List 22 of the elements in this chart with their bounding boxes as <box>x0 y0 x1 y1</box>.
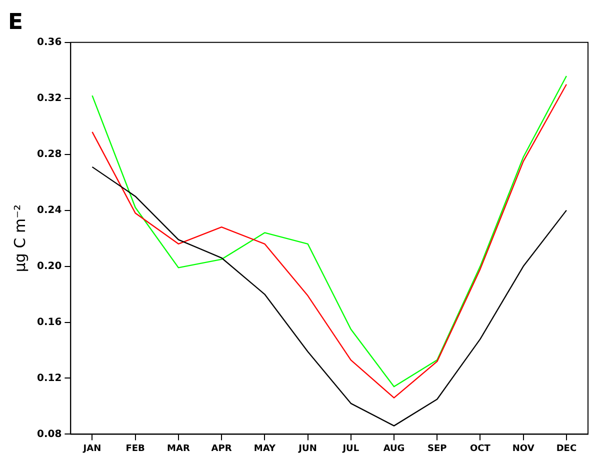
x-tick-label: MAR <box>167 444 190 454</box>
x-tick-label: AUG <box>383 444 405 454</box>
y-tick-label: 0.36 <box>36 36 62 48</box>
x-tick-label: DEC <box>556 444 577 454</box>
x-tick-label: MAY <box>254 444 276 454</box>
y-tick-label: 0.12 <box>36 372 62 384</box>
x-tick-label: JUL <box>342 444 360 454</box>
y-tick-label: 0.08 <box>36 428 62 440</box>
chart-title: E <box>8 10 24 35</box>
y-tick-label: 0.20 <box>36 260 62 272</box>
x-tick-label: FEB <box>126 444 146 454</box>
x-tick-label: OCT <box>470 444 492 454</box>
x-tick-label: SEP <box>427 444 448 454</box>
y-tick-label: 0.32 <box>36 92 62 104</box>
x-tick-label: JUN <box>298 444 317 454</box>
y-axis-title: µg C m⁻² <box>10 204 29 272</box>
x-tick-label: JAN <box>82 444 102 454</box>
x-tick-label: NOV <box>512 444 534 454</box>
x-tick-label: APR <box>211 444 232 454</box>
y-tick-label: 0.16 <box>36 316 62 328</box>
y-tick-label: 0.28 <box>36 148 62 160</box>
y-tick-label: 0.24 <box>36 204 62 216</box>
